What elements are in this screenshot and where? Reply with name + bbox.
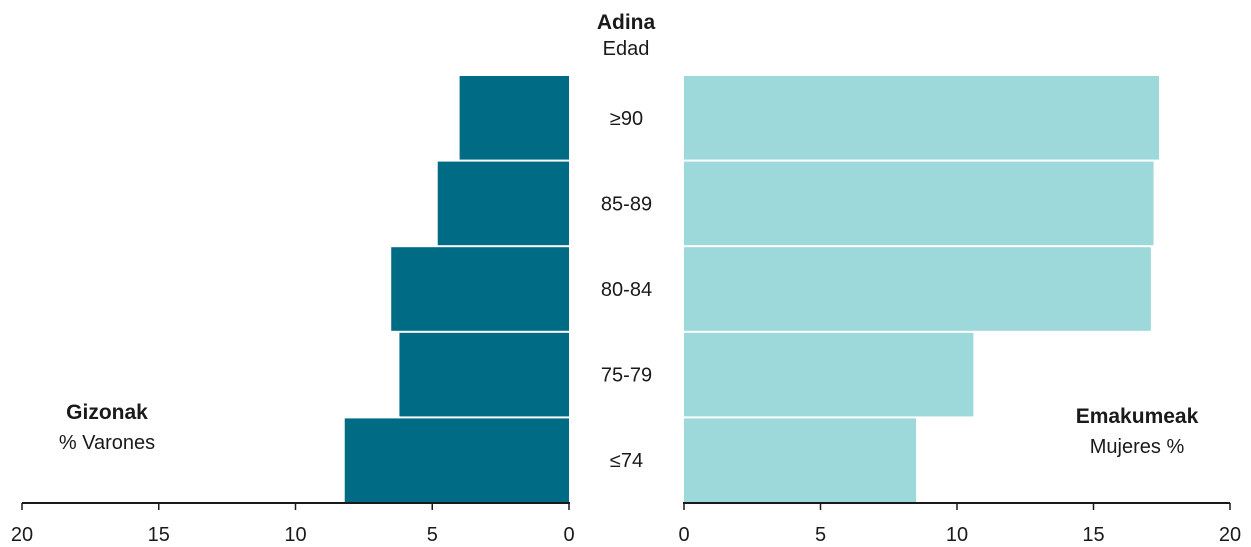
age-group-label: ≥90 <box>610 108 643 130</box>
right-axis-tick-label: 5 <box>815 524 826 546</box>
men-series-sublabel: % Varones <box>59 432 155 454</box>
left-axis-tick-label: 15 <box>148 524 170 546</box>
women-bar <box>684 247 1151 331</box>
age-group-label: 85-89 <box>601 193 652 215</box>
women-bars <box>684 76 1160 502</box>
x-axes: 0 0 5 5 10 10 15 15 20 20 <box>11 502 1241 546</box>
age-group-labels: ≥90 85-89 80-84 75-79 ≤74 <box>601 108 652 472</box>
men-bar <box>399 332 569 417</box>
chart-subtitle: Edad <box>603 38 650 60</box>
men-bar <box>344 418 569 502</box>
women-series-sublabel: Mujeres % <box>1090 436 1185 458</box>
women-bar <box>684 76 1160 160</box>
left-axis-tick-label: 5 <box>427 524 438 546</box>
right-axis-tick-label: 0 <box>678 524 689 546</box>
women-series-label: Emakumeak <box>1076 405 1199 428</box>
men-bar <box>437 161 569 246</box>
right-axis-tick-label: 20 <box>1219 524 1241 546</box>
men-bar <box>459 76 569 160</box>
left-axis-tick-label: 10 <box>284 524 306 546</box>
men-bars <box>344 76 569 502</box>
left-axis-tick-label: 0 <box>563 524 574 546</box>
age-group-label: ≤74 <box>610 450 643 472</box>
right-axis-tick-label: 10 <box>946 524 968 546</box>
age-group-label: 75-79 <box>601 365 652 387</box>
left-axis-tick-label: 20 <box>11 524 33 546</box>
age-group-label: 80-84 <box>601 279 652 301</box>
men-series-label: Gizonak <box>66 401 148 424</box>
men-bar <box>391 247 569 331</box>
right-axis-tick-label: 15 <box>1082 524 1104 546</box>
women-bar <box>684 161 1154 246</box>
women-bar <box>684 418 917 502</box>
chart-title: Adina <box>597 11 656 34</box>
women-bar <box>684 332 974 417</box>
